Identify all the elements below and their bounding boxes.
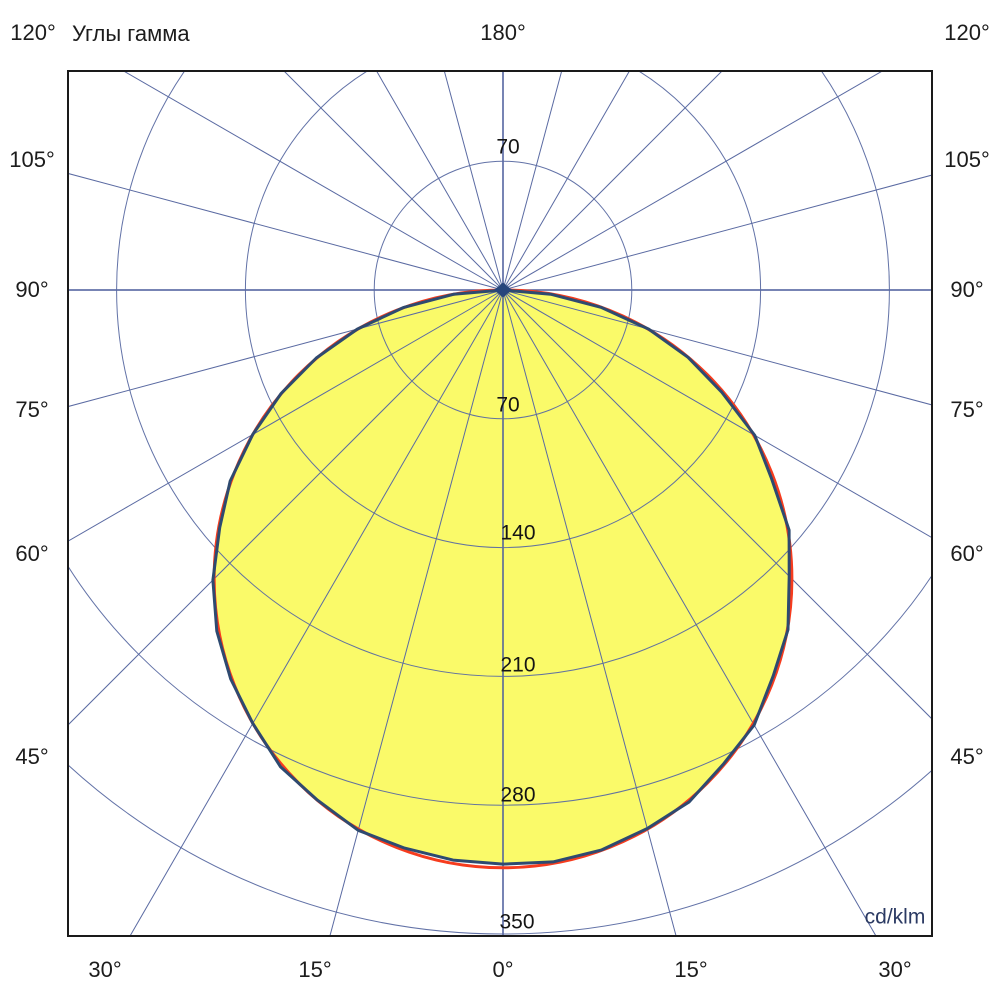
ring-label-210: 210 (500, 653, 536, 677)
angle-30-bottom-right: 30° (878, 957, 912, 982)
angle-30-bottom-left: 30° (88, 957, 122, 982)
angle-15-bottom-right: 15° (674, 957, 708, 982)
ring-label-70: 70 (496, 135, 520, 159)
angle-90-left: 90° (15, 277, 49, 302)
angle-0-bottom: 0° (492, 957, 514, 982)
ring-label-140: 140 (500, 521, 536, 545)
angle-45-right: 45° (950, 744, 984, 769)
angle-45-left: 45° (15, 744, 49, 769)
intensity-rings (68, 71, 932, 935)
angle-75-left: 75° (15, 397, 49, 422)
angle-120-top-right: 120° (944, 20, 990, 45)
plot-border (67, 70, 933, 937)
photometric-body-fill (212, 290, 790, 865)
angle-60-left: 60° (15, 541, 49, 566)
angle-90-right: 90° (950, 277, 984, 302)
angle-120-top-left: 120° (10, 20, 56, 45)
gamma-axis-title: Углы гамма (72, 21, 190, 46)
ring-label-350: 350 (499, 910, 535, 934)
angle-60-right: 60° (950, 541, 984, 566)
ring-label-70: 70 (496, 393, 520, 417)
angle-180-top: 180° (480, 20, 526, 45)
angle-75-right: 75° (950, 397, 984, 422)
curve-c90-c270 (211, 288, 791, 866)
ring-label-280: 280 (500, 783, 536, 807)
angle-105-left: 105° (9, 147, 55, 172)
unit-label: cd/klm (864, 905, 926, 929)
angle-15-bottom-left: 15° (298, 957, 332, 982)
polar-origin-marker (494, 282, 512, 298)
angle-105-right: 105° (944, 147, 990, 172)
